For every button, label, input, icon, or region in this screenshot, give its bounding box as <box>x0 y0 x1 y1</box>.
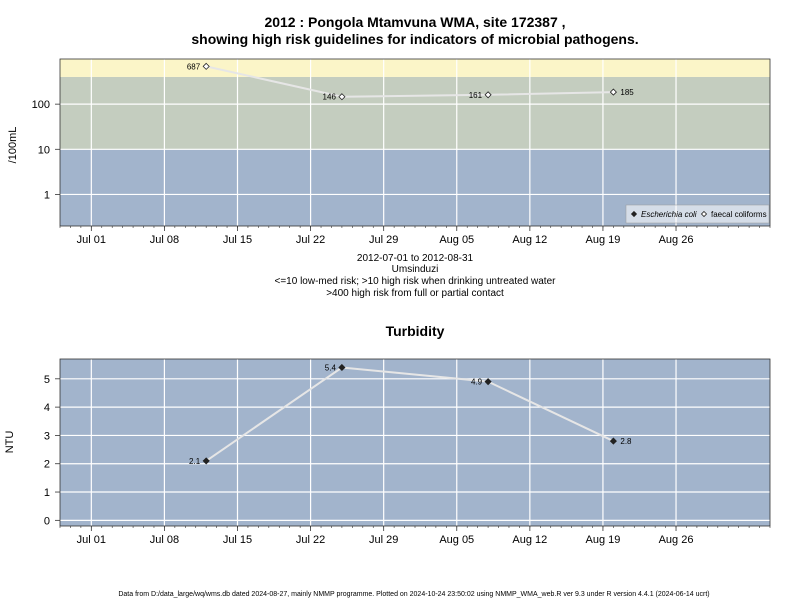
microbial-plot: Jul 01 Jul 08 Jul 15 Jul 22 Jul 29 Aug 05 Aug … <box>7 58 771 246</box>
series-line <box>205 65 614 98</box>
x-tick-label: Jul 15 <box>223 234 252 246</box>
legend-marker-faecal-coliforms <box>700 210 708 218</box>
x-tick-label: Aug 19 <box>586 234 621 246</box>
y-tick-label: 5 <box>44 374 50 386</box>
series-turbidity: 2.1 5.4 4.9 2.8 <box>189 363 632 465</box>
gridlines <box>60 59 770 226</box>
risk-band <box>60 76 770 150</box>
data-point <box>484 378 492 386</box>
x-tick-label: Aug 05 <box>439 234 474 246</box>
y-tick-label: 100 <box>32 99 50 111</box>
x-tick-label: Jul 29 <box>369 234 398 246</box>
x-tick-label: Jul 29 <box>369 534 398 546</box>
turbidity-plot: Jul 01 Jul 08 Jul 15 Jul 22 Jul 29 Aug 05 Aug … <box>4 358 771 546</box>
x-tick-label: Jul 22 <box>296 234 325 246</box>
x-tick-label: Jul 15 <box>223 534 252 546</box>
chart-title-line2: showing high risk guidelines for indicat… <box>191 31 638 47</box>
x-ticks: Jul 01 Jul 08 Jul 15 Jul 22 Jul 29 Aug 05 Aug … <box>59 226 771 246</box>
x-tick-label: Aug 26 <box>659 234 694 246</box>
y-tick-label: 3 <box>44 430 50 442</box>
y-ticks: 1 10 100 <box>32 99 60 201</box>
data-label: 5.4 <box>325 363 337 372</box>
y-tick-label: 0 <box>44 515 50 527</box>
risk-band <box>60 59 770 77</box>
data-point <box>338 363 346 372</box>
y-axis-label: NTU <box>4 431 16 454</box>
data-label: 687 <box>187 62 201 71</box>
data-point <box>609 88 617 96</box>
caption-guideline-1: <=10 low-med risk; >10 high risk when dr… <box>275 276 557 287</box>
data-label: 2.8 <box>620 437 632 446</box>
y-ticks: 0 1 2 3 4 5 <box>44 374 60 527</box>
data-label: 185 <box>620 88 634 97</box>
x-tick-label: Jul 08 <box>150 534 179 546</box>
y-tick-label: 4 <box>44 402 50 414</box>
x-tick-label: Aug 05 <box>439 534 474 546</box>
data-point <box>202 62 210 70</box>
footer-note: Data from D:/data_large/wq/wms.db dated … <box>118 591 709 598</box>
y-axis-label: /100mL <box>7 127 19 164</box>
data-label: 4.9 <box>471 378 483 387</box>
x-ticks: Jul 01 Jul 08 Jul 15 Jul 22 Jul 29 Aug 05 Aug … <box>59 526 771 546</box>
caption-guideline-2: >400 high risk from full or partial cont… <box>326 288 504 299</box>
y-tick-label: 10 <box>38 144 50 156</box>
x-tick-label: Jul 08 <box>150 234 179 246</box>
data-point <box>609 437 617 445</box>
x-tick-label: Aug 12 <box>512 534 547 546</box>
data-label: 2.1 <box>189 457 201 466</box>
data-label: 146 <box>323 93 337 102</box>
data-point <box>484 91 492 99</box>
x-tick-label: Jul 01 <box>77 534 106 546</box>
x-tick-label: Aug 26 <box>659 534 694 546</box>
data-point <box>338 93 346 101</box>
chart-title-line1: 2012 : Pongola Mtamvuna WMA, site 172387… <box>264 14 565 30</box>
risk-bands <box>60 59 770 226</box>
legend-label-faecal-coliforms: faecal coliforms <box>711 210 767 219</box>
data-label: 161 <box>469 91 483 100</box>
x-tick-label: Jul 22 <box>296 534 325 546</box>
y-tick-label: 1 <box>44 487 50 499</box>
legend-label-ecoli: Escherichia coli <box>641 210 697 219</box>
caption-site: Umsinduzi <box>392 264 439 275</box>
legend-box <box>625 204 770 224</box>
y-tick-label: 1 <box>44 189 50 201</box>
data-point <box>202 457 210 465</box>
x-tick-label: Aug 19 <box>586 534 621 546</box>
turbidity-title: Turbidity <box>386 323 445 339</box>
series-faecal-coliforms: 687 146 161 185 <box>187 62 634 101</box>
x-tick-label: Jul 01 <box>77 234 106 246</box>
legend: Escherichia coli faecal coliforms <box>625 204 770 224</box>
legend-marker-ecoli <box>630 210 638 218</box>
series-line <box>205 366 614 462</box>
plot-background <box>60 359 770 526</box>
x-tick-label: Aug 12 <box>512 234 547 246</box>
y-tick-label: 2 <box>44 459 50 471</box>
caption-date-range: 2012-07-01 to 2012-08-31 <box>357 253 474 264</box>
gridlines <box>60 359 770 526</box>
